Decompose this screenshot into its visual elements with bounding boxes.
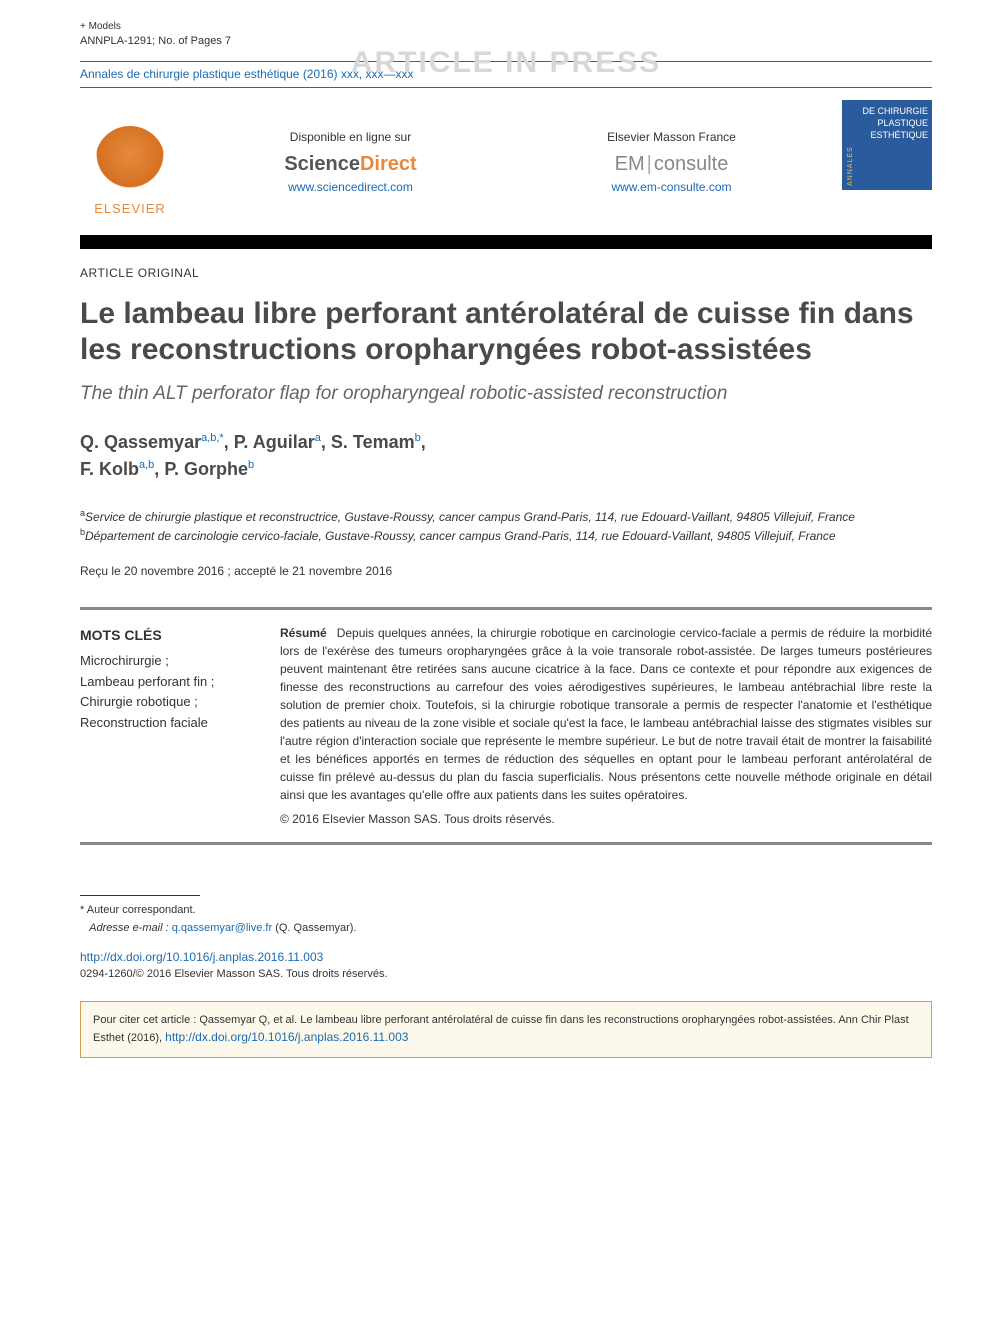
publisher-banner: ELSEVIER Disponible en ligne sur Science… <box>80 100 932 225</box>
author-5: P. Gorphe <box>164 459 248 479</box>
abstract-copyright: © 2016 Elsevier Masson SAS. Tous droits … <box>280 810 932 828</box>
authors-list: Q. Qassemyara,b,*, P. Aguilara, S. Temam… <box>80 429 932 483</box>
email-line: Adresse e-mail : q.qassemyar@live.fr (Q.… <box>80 920 932 938</box>
em-label: Elsevier Masson France <box>521 129 822 146</box>
author-1: Q. Qassemyar <box>80 432 201 452</box>
author-4-aff: a,b <box>139 459 154 471</box>
page: ARTICLE IN PRESS + Models ANNPLA-1291; N… <box>80 20 932 1058</box>
keyword-3: Chirurgie robotique ; <box>80 692 260 713</box>
divider-bar <box>80 235 932 249</box>
abstract-body: Depuis quelques années, la chirurgie rob… <box>280 626 932 802</box>
doi-block: http://dx.doi.org/10.1016/j.anplas.2016.… <box>80 948 932 983</box>
affiliation-b: bDépartement de carcinologie cervico-fac… <box>80 526 932 545</box>
journal-cover: ANNALES DE CHIRURGIE PLASTIQUE ESTHÉTIQU… <box>842 100 932 225</box>
author-3: S. Temam <box>331 432 415 452</box>
footer-notes: * Auteur correspondant. Adresse e-mail :… <box>80 902 932 937</box>
sd-direct: Direct <box>360 153 417 175</box>
author-2-aff: a <box>315 432 321 444</box>
aff-b-text: Département de carcinologie cervico-faci… <box>85 529 836 543</box>
em-bar-icon: | <box>647 153 652 175</box>
watermark: ARTICLE IN PRESS <box>351 42 661 84</box>
cover-line2: PLASTIQUE <box>860 118 928 130</box>
issn-copyright: 0294-1260/© 2016 Elsevier Masson SAS. To… <box>80 968 388 980</box>
keyword-4: Reconstruction faciale <box>80 713 260 734</box>
keywords-heading: MOTS CLÉS <box>80 624 260 646</box>
corresponding-author: * Auteur correspondant. <box>80 902 932 920</box>
cover-bottom <box>842 190 932 225</box>
plus-models-label: + Models <box>80 20 932 34</box>
article-type: ARTICLE ORIGINAL <box>80 265 932 282</box>
author-5-aff: b <box>248 459 254 471</box>
author-2: P. Aguilar <box>234 432 315 452</box>
emconsulte-block: Elsevier Masson France EM|consulte www.e… <box>521 129 822 196</box>
em-suffix: consulte <box>654 153 729 175</box>
sciencedirect-link[interactable]: www.sciencedirect.com <box>288 180 413 194</box>
keyword-1: Microchirurgie ; <box>80 651 260 672</box>
doi-link[interactable]: http://dx.doi.org/10.1016/j.anplas.2016.… <box>80 950 323 964</box>
emconsulte-logo: EM|consulte <box>521 150 822 178</box>
email-suffix: (Q. Qassemyar). <box>275 922 356 934</box>
elsevier-tree-icon <box>95 126 165 196</box>
author-1-aff: a,b,* <box>201 432 224 444</box>
article-title-fr: Le lambeau libre perforant antérolatéral… <box>80 296 932 368</box>
abstract-column: RésuméDepuis quelques années, la chirurg… <box>280 624 932 828</box>
affiliations: aService de chirurgie plastique et recon… <box>80 507 932 545</box>
emconsulte-link[interactable]: www.em-consulte.com <box>611 180 731 194</box>
cover-side-text: ANNALES <box>846 106 856 186</box>
citation-doi-link[interactable]: http://dx.doi.org/10.1016/j.anplas.2016.… <box>165 1030 408 1044</box>
author-email-link[interactable]: q.qassemyar@live.fr <box>172 922 272 934</box>
elsevier-wordmark: ELSEVIER <box>94 200 166 218</box>
sciencedirect-block: Disponible en ligne sur ScienceDirect ww… <box>200 129 501 196</box>
footer-separator <box>80 895 200 896</box>
author-3-aff: b <box>415 432 421 444</box>
abstract-label: Résumé <box>280 626 327 640</box>
cover-line3: ESTHÉTIQUE <box>860 130 928 142</box>
cover-main: DE CHIRURGIE PLASTIQUE ESTHÉTIQUE <box>860 106 928 186</box>
aff-a-text: Service de chirurgie plastique et recons… <box>85 510 855 524</box>
elsevier-logo: ELSEVIER <box>80 108 180 218</box>
citation-box: Pour citer cet article : Qassemyar Q, et… <box>80 1001 932 1058</box>
abstract-block: MOTS CLÉS Microchirurgie ; Lambeau perfo… <box>80 607 932 845</box>
sd-science: Science <box>284 153 360 175</box>
keywords-column: MOTS CLÉS Microchirurgie ; Lambeau perfo… <box>80 624 260 828</box>
cover-line1: DE CHIRURGIE <box>860 106 928 118</box>
article-dates: Reçu le 20 novembre 2016 ; accepté le 21… <box>80 563 932 580</box>
email-label: Adresse e-mail : <box>89 922 168 934</box>
sciencedirect-logo: ScienceDirect <box>200 150 501 178</box>
author-4: F. Kolb <box>80 459 139 479</box>
affiliation-a: aService de chirurgie plastique et recon… <box>80 507 932 526</box>
article-title-en: The thin ALT perforator flap for orophar… <box>80 382 932 407</box>
online-label: Disponible en ligne sur <box>200 129 501 146</box>
em-prefix: EM <box>615 153 645 175</box>
keyword-2: Lambeau perforant fin ; <box>80 672 260 693</box>
